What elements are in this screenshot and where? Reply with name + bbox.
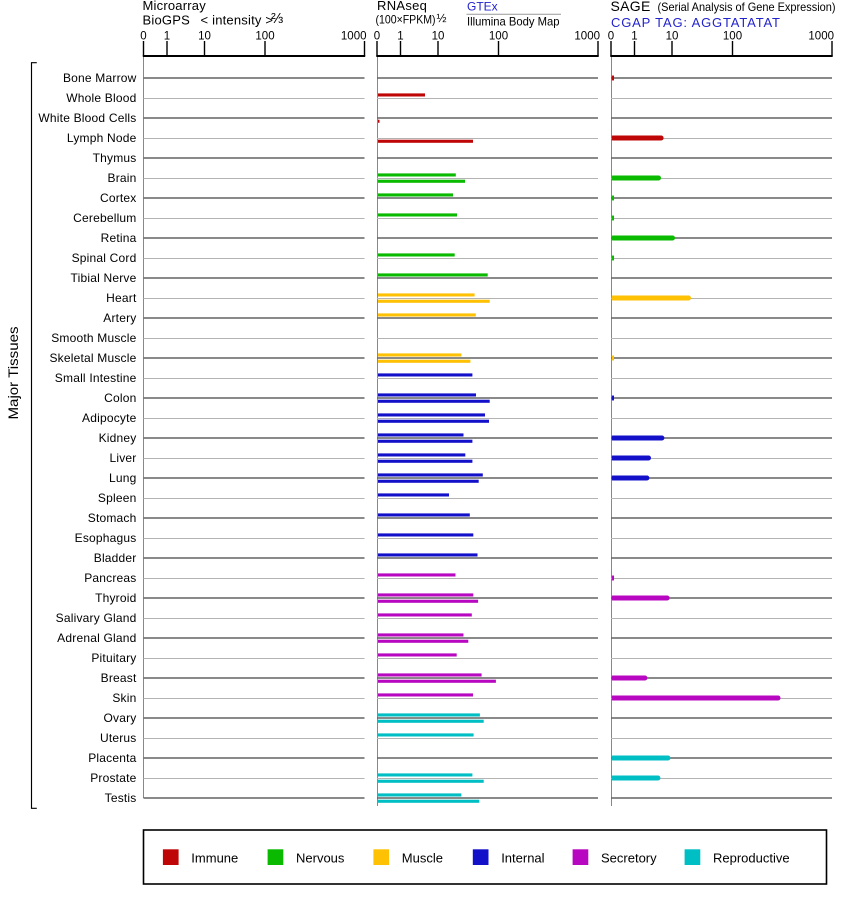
svg-text:Pituitary: Pituitary bbox=[91, 651, 136, 665]
svg-text:GTEx: GTEx bbox=[467, 0, 498, 14]
svg-text:Illumina Body Map: Illumina Body Map bbox=[467, 15, 560, 29]
svg-text:Spinal Cord: Spinal Cord bbox=[72, 251, 137, 265]
svg-text:Tibial Nerve: Tibial Nerve bbox=[71, 271, 137, 285]
svg-text:Skeletal Muscle: Skeletal Muscle bbox=[49, 351, 136, 365]
svg-text:Stomach: Stomach bbox=[88, 511, 137, 525]
svg-text:Heart: Heart bbox=[106, 291, 137, 305]
svg-text:Artery: Artery bbox=[103, 311, 136, 325]
svg-text:Lung: Lung bbox=[109, 471, 137, 485]
svg-text:Esophagus: Esophagus bbox=[75, 531, 137, 545]
svg-text:Colon: Colon bbox=[104, 391, 136, 405]
svg-text:Testis: Testis bbox=[105, 791, 137, 805]
svg-text:⅔: ⅔ bbox=[271, 11, 283, 27]
svg-text:Nervous: Nervous bbox=[296, 851, 345, 866]
svg-text:< intensity >: < intensity > bbox=[201, 13, 274, 28]
svg-text:Brain: Brain bbox=[107, 171, 136, 185]
svg-text:1000: 1000 bbox=[341, 31, 367, 43]
svg-text:Whole Blood: Whole Blood bbox=[66, 91, 136, 105]
svg-text:Kidney: Kidney bbox=[99, 431, 137, 445]
svg-text:Pancreas: Pancreas bbox=[84, 571, 136, 585]
svg-text:Retina: Retina bbox=[101, 231, 137, 245]
svg-text:10: 10 bbox=[198, 31, 211, 43]
svg-text:1: 1 bbox=[164, 31, 170, 43]
svg-text:Immune: Immune bbox=[191, 851, 238, 866]
svg-text:½: ½ bbox=[437, 11, 447, 25]
svg-text:1000: 1000 bbox=[808, 31, 834, 43]
svg-text:CGAP TAG: AGGTATATAT: CGAP TAG: AGGTATATAT bbox=[611, 15, 780, 30]
svg-text:0: 0 bbox=[608, 31, 614, 43]
svg-text:Placenta: Placenta bbox=[88, 751, 136, 765]
svg-text:0: 0 bbox=[140, 31, 146, 43]
svg-text:Cortex: Cortex bbox=[100, 191, 137, 205]
svg-text:Ovary: Ovary bbox=[103, 711, 136, 725]
svg-text:1000: 1000 bbox=[574, 31, 600, 43]
svg-text:1: 1 bbox=[397, 31, 403, 43]
svg-text:Uterus: Uterus bbox=[100, 731, 137, 745]
svg-text:RNAseq: RNAseq bbox=[377, 0, 427, 13]
svg-text:(100×FPKM): (100×FPKM) bbox=[376, 13, 436, 27]
svg-text:Secretory: Secretory bbox=[601, 851, 657, 866]
svg-text:10: 10 bbox=[666, 31, 679, 43]
svg-text:Spleen: Spleen bbox=[98, 491, 137, 505]
svg-text:Lymph Node: Lymph Node bbox=[67, 131, 137, 145]
svg-text:0: 0 bbox=[374, 31, 380, 43]
svg-text:100: 100 bbox=[255, 31, 274, 43]
svg-text:Thyroid: Thyroid bbox=[95, 591, 136, 605]
svg-text:Bone Marrow: Bone Marrow bbox=[63, 71, 137, 85]
svg-text:Salivary Gland: Salivary Gland bbox=[56, 611, 137, 625]
svg-text:Thymus: Thymus bbox=[93, 151, 137, 165]
svg-text:10: 10 bbox=[432, 31, 445, 43]
svg-text:100: 100 bbox=[723, 31, 742, 43]
svg-text:Reproductive: Reproductive bbox=[713, 851, 790, 866]
svg-text:Cerebellum: Cerebellum bbox=[73, 211, 136, 225]
svg-text:Prostate: Prostate bbox=[90, 771, 136, 785]
svg-text:Skin: Skin bbox=[112, 691, 136, 705]
svg-text:Smooth Muscle: Smooth Muscle bbox=[51, 331, 136, 345]
svg-text:Muscle: Muscle bbox=[402, 851, 443, 866]
svg-text:100: 100 bbox=[489, 31, 508, 43]
svg-text:1: 1 bbox=[631, 31, 637, 43]
svg-text:Adipocyte: Adipocyte bbox=[82, 411, 137, 425]
svg-text:Major Tissues: Major Tissues bbox=[5, 327, 21, 420]
svg-text:Internal: Internal bbox=[501, 851, 544, 866]
svg-text:Breast: Breast bbox=[101, 671, 137, 685]
svg-text:Small Intestine: Small Intestine bbox=[55, 371, 137, 385]
svg-text:SAGE: SAGE bbox=[611, 0, 651, 14]
svg-text:Adrenal Gland: Adrenal Gland bbox=[57, 631, 136, 645]
svg-text:Bladder: Bladder bbox=[94, 551, 137, 565]
svg-text:Microarray: Microarray bbox=[143, 0, 207, 13]
svg-text:Liver: Liver bbox=[109, 451, 136, 465]
svg-text:BioGPS: BioGPS bbox=[143, 13, 191, 28]
svg-text:White Blood Cells: White Blood Cells bbox=[38, 111, 136, 125]
svg-text:(Serial Analysis of Gene Expre: (Serial Analysis of Gene Expression) bbox=[658, 0, 836, 14]
